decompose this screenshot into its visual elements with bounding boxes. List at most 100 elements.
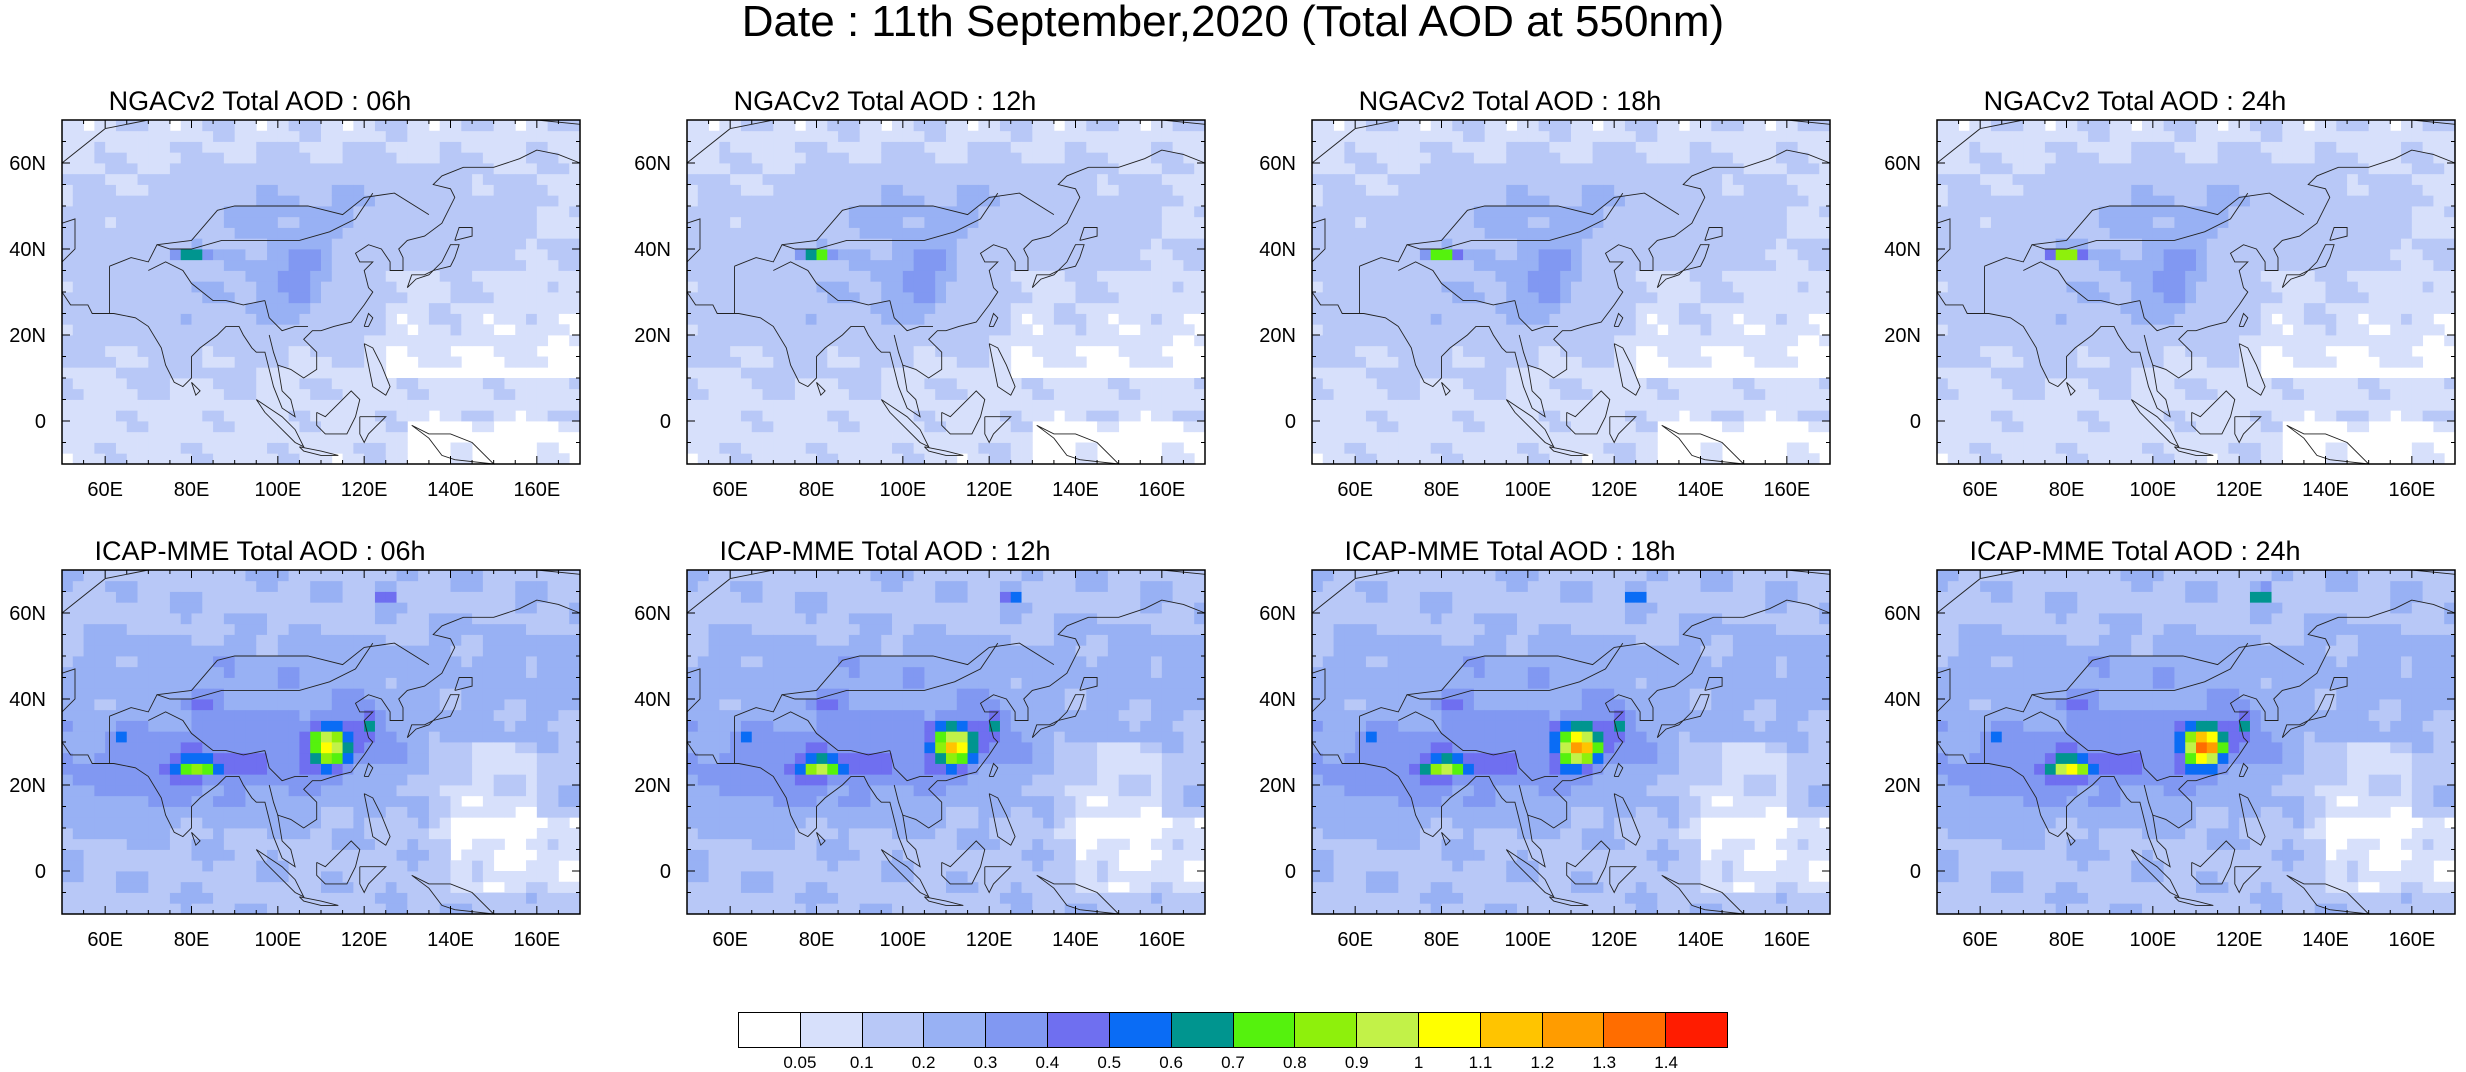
- aod-cell: [1355, 346, 1366, 357]
- aod-cell: [472, 292, 483, 303]
- aod-cell: [159, 163, 170, 174]
- aod-cell: [1043, 357, 1054, 368]
- lat-tick-label: 60N: [9, 153, 46, 175]
- aod-cell: [1991, 324, 2002, 335]
- aod-cell: [1980, 292, 1991, 303]
- aod-cell: [558, 324, 569, 335]
- aod-cell: [914, 174, 925, 185]
- aod-cell: [719, 292, 730, 303]
- aod-cell: [127, 217, 138, 228]
- aod-cell: [1119, 185, 1130, 196]
- aod-cell: [1495, 324, 1506, 335]
- aod-cell: [84, 357, 95, 368]
- aod-cell: [62, 185, 73, 196]
- aod-cell: [1366, 410, 1377, 421]
- aod-cell: [1980, 367, 1991, 378]
- aod-cell: [1733, 238, 1744, 249]
- aod-cell: [1366, 185, 1377, 196]
- aod-cell: [1344, 443, 1355, 454]
- aod-cell: [1776, 228, 1787, 239]
- aod-cell: [924, 421, 935, 432]
- aod-cell: [537, 217, 548, 228]
- aod-cell: [1991, 281, 2002, 292]
- aod-cell: [1711, 195, 1722, 206]
- aod-cell: [1603, 314, 1614, 325]
- aod-cell: [310, 152, 321, 163]
- aod-cell: [289, 346, 300, 357]
- aod-cell: [1668, 131, 1679, 142]
- aod-cell: [407, 217, 418, 228]
- aod-cell: [461, 271, 472, 282]
- aod-cell: [763, 163, 774, 174]
- aod-cell: [1474, 303, 1485, 314]
- aod-cell: [138, 400, 149, 411]
- aod-cell: [1420, 131, 1431, 142]
- aod-cell: [278, 292, 289, 303]
- aod-cell: [1657, 389, 1668, 400]
- aod-cell: [116, 410, 127, 421]
- aod-cell: [1022, 217, 1033, 228]
- aod-cell: [1032, 303, 1043, 314]
- aod-cell: [1593, 260, 1604, 271]
- aod-cell: [946, 238, 957, 249]
- aod-cell: [94, 217, 105, 228]
- aod-cell: [375, 260, 386, 271]
- aod-cell: [838, 421, 849, 432]
- aod-cell: [494, 314, 505, 325]
- aod-cell: [1744, 195, 1755, 206]
- aod-cell: [924, 249, 935, 260]
- aod-cell: [289, 163, 300, 174]
- aod-cell: [94, 195, 105, 206]
- aod-cell: [903, 174, 914, 185]
- aod-cell: [1442, 303, 1453, 314]
- aod-cell: [1657, 303, 1668, 314]
- aod-cell: [1614, 410, 1625, 421]
- aod-cell: [1593, 324, 1604, 335]
- aod-cell: [332, 174, 343, 185]
- aod-cell: [1076, 185, 1087, 196]
- aod-cell: [1582, 174, 1593, 185]
- aod-cell: [1539, 152, 1550, 163]
- aod-cell: [2023, 335, 2034, 346]
- aod-cell: [1787, 238, 1798, 249]
- aod-cell: [386, 206, 397, 217]
- aod-cell: [968, 206, 979, 217]
- aod-cell: [1798, 378, 1809, 389]
- aod-cell: [957, 174, 968, 185]
- aod-cell: [924, 346, 935, 357]
- aod-cell: [978, 324, 989, 335]
- aod-cell: [1959, 314, 1970, 325]
- aod-cell: [1528, 174, 1539, 185]
- aod-cell: [1183, 453, 1194, 464]
- aod-cell: [1452, 260, 1463, 271]
- aod-cell: [1959, 453, 1970, 464]
- aod-cell: [1528, 292, 1539, 303]
- aod-cell: [1495, 206, 1506, 217]
- aod-cell: [451, 131, 462, 142]
- aod-cell: [849, 174, 860, 185]
- aod-cell: [1334, 185, 1345, 196]
- aod-cell: [1140, 389, 1151, 400]
- aod-cell: [763, 152, 774, 163]
- aod-cell: [806, 131, 817, 142]
- aod-cell: [1377, 432, 1388, 443]
- aod-cell: [1194, 260, 1205, 271]
- aod-cell: [1409, 432, 1420, 443]
- aod-cell: [1119, 152, 1130, 163]
- aod-cell: [472, 314, 483, 325]
- aod-cell: [1765, 238, 1776, 249]
- aod-cell: [267, 206, 278, 217]
- aod-cell: [84, 378, 95, 389]
- aod-cell: [1539, 206, 1550, 217]
- aod-cell: [957, 335, 968, 346]
- aod-cell: [353, 174, 364, 185]
- aod-cell: [1614, 432, 1625, 443]
- aod-cell: [957, 142, 968, 153]
- aod-cell: [375, 271, 386, 282]
- aod-cell: [202, 346, 213, 357]
- aod-cell: [1657, 249, 1668, 260]
- aod-cell: [1194, 378, 1205, 389]
- aod-cell: [1355, 195, 1366, 206]
- aod-cell: [375, 281, 386, 292]
- aod-cell: [817, 260, 828, 271]
